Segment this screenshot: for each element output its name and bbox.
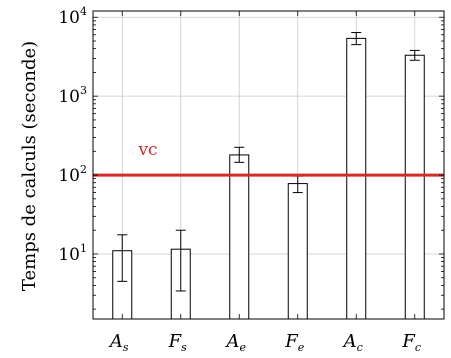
y-tick-label-base: 10 xyxy=(58,245,80,265)
reference-line-label: vc xyxy=(137,140,157,160)
plot-frame xyxy=(92,10,445,320)
error-bars xyxy=(117,32,420,292)
x-tick-label-main: F xyxy=(284,331,299,352)
x-tick-label-subscript: c xyxy=(415,341,421,354)
x-tick-label: Fc xyxy=(401,331,421,354)
y-axis-label: Temps de calculs (seconde) xyxy=(19,41,40,291)
x-tick-label-subscript: c xyxy=(357,341,363,354)
x-tick-label: Ae xyxy=(224,331,246,354)
y-tick-label: 103 xyxy=(58,84,87,107)
y-tick-label-exponent: 3 xyxy=(80,84,87,97)
x-tick-label: Fe xyxy=(284,331,305,354)
y-tick-label-exponent: 1 xyxy=(80,242,87,255)
x-tick-label-main: F xyxy=(168,331,183,352)
x-tick-label-subscript: e xyxy=(298,341,305,354)
bar xyxy=(404,54,425,320)
x-tick-label-main: F xyxy=(401,331,416,352)
y-tick-label: 101 xyxy=(58,242,87,265)
reference-line-group: vc xyxy=(93,140,444,177)
bar xyxy=(287,183,308,320)
x-tick-label: Ac xyxy=(342,331,363,354)
bar xyxy=(229,154,250,320)
bar xyxy=(346,37,367,320)
y-tick-label-exponent: 4 xyxy=(80,5,87,18)
y-tick-label-base: 10 xyxy=(58,8,80,28)
y-tick-label: 104 xyxy=(58,5,87,28)
x-tick-label: As xyxy=(108,331,129,354)
y-tick-label-base: 10 xyxy=(58,166,80,186)
y-tick-label-exponent: 2 xyxy=(80,163,87,176)
axis-ticks xyxy=(93,11,444,319)
x-tick-label-subscript: s xyxy=(123,341,129,354)
y-tick-label-base: 10 xyxy=(58,87,80,107)
bars xyxy=(112,37,425,320)
y-tick-label: 102 xyxy=(58,163,87,186)
x-tick-label-main: A xyxy=(108,331,123,352)
x-tick-label-main: A xyxy=(224,331,239,352)
x-tick-label-main: A xyxy=(342,331,357,352)
x-tick-label-subscript: s xyxy=(181,341,187,354)
grid xyxy=(93,11,444,319)
x-tick-label: Fs xyxy=(168,331,188,354)
x-tick-label-subscript: e xyxy=(239,341,246,354)
